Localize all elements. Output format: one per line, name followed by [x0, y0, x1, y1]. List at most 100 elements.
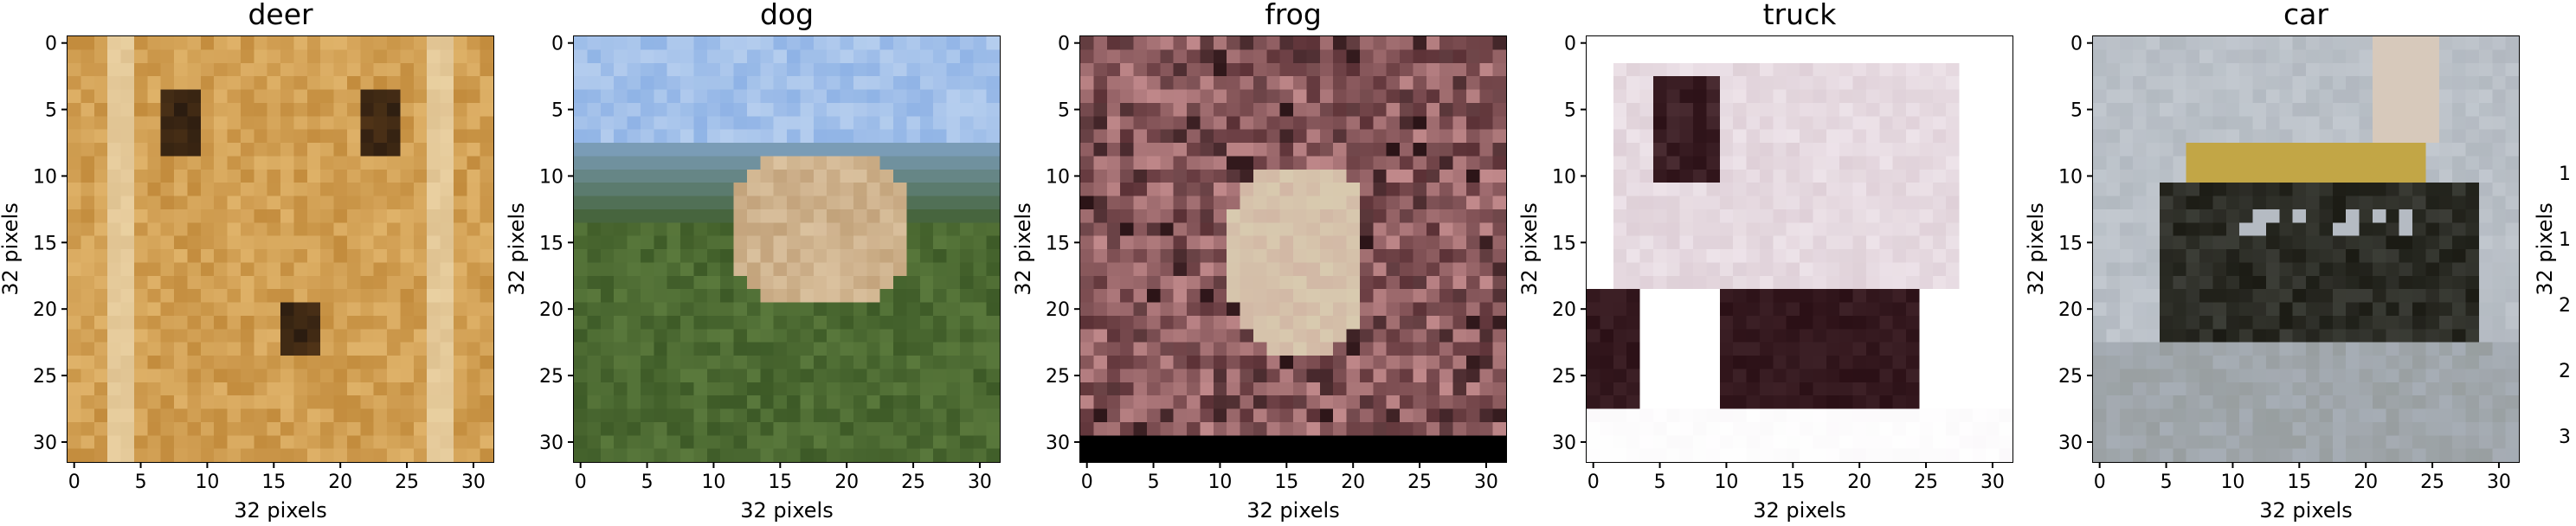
x-tick-label: 25 [1407, 471, 1432, 493]
x-tick-label: 15 [1781, 471, 1805, 493]
x-tick-label: 10 [1208, 471, 1232, 493]
y-tick-label: 20 [539, 299, 564, 321]
x-axis-label: 32 pixels [2259, 498, 2352, 523]
x-tick-label: 5 [2161, 471, 2173, 493]
y-tick-label: 30 [539, 433, 564, 454]
x-axis-label: 32 pixels [234, 498, 326, 523]
frog-image [1080, 36, 1506, 462]
y-tick-label: 20 [1552, 299, 1576, 321]
panel-title: dog [760, 0, 814, 31]
x-tick-label: 25 [901, 471, 925, 493]
deer-image [68, 36, 493, 462]
x-tick-label: 0 [68, 471, 80, 493]
clipped-next-panel-edge: 1 1 2 2 3 32 pixels [2533, 164, 2571, 448]
panel-title: deer [248, 0, 313, 31]
clipped-tick-label: 1 [2559, 164, 2571, 185]
x-tick-label: 25 [395, 471, 419, 493]
x-tick-label: 25 [1914, 471, 1938, 493]
y-tick-label: 0 [1058, 34, 1070, 55]
panel-title: car [2283, 0, 2328, 31]
truck-image [1587, 36, 2012, 462]
y-tick-label: 10 [1552, 166, 1576, 188]
y-axis-label: 32 pixels [1517, 202, 1542, 295]
y-tick-label: 15 [539, 233, 564, 254]
y-tick-label: 5 [2070, 100, 2083, 122]
dog-image [574, 36, 1000, 462]
x-tick-label: 25 [2420, 471, 2444, 493]
y-tick-label: 5 [45, 100, 57, 122]
x-tick-label: 20 [1847, 471, 1871, 493]
y-axis-label: 32 pixels [1011, 202, 1035, 295]
clipped-tick-label: 3 [2559, 427, 2571, 448]
y-tick-label: 30 [1046, 433, 1070, 454]
x-tick-label: 20 [328, 471, 352, 493]
x-tick-label: 15 [768, 471, 792, 493]
y-tick-label: 10 [539, 166, 564, 188]
x-tick-label: 0 [2094, 471, 2106, 493]
x-tick-label: 5 [1654, 471, 1666, 493]
y-tick-label: 25 [539, 366, 564, 388]
x-axis-label: 32 pixels [1246, 498, 1339, 523]
x-tick-label: 20 [1341, 471, 1365, 493]
y-tick-label: 25 [2058, 366, 2083, 388]
panel-deer: deer 0 0 5 5 10 10 15 15 20 20 25 25 30 30 32 pixels 32 … [0, 0, 494, 523]
x-tick-label: 30 [1474, 471, 1498, 493]
panel-frog: frog 0 0 5 5 10 10 15 15 20 20 25 25 30 30 32 pixels 32 … [1011, 0, 1507, 523]
y-tick-label: 25 [1046, 366, 1070, 388]
y-tick-label: 15 [1552, 233, 1576, 254]
x-axis-label: 32 pixels [740, 498, 833, 523]
y-tick-label: 0 [1564, 34, 1576, 55]
x-tick-label: 15 [261, 471, 286, 493]
x-tick-label: 30 [461, 471, 486, 493]
x-tick-label: 0 [575, 471, 587, 493]
x-tick-label: 15 [2287, 471, 2311, 493]
x-tick-label: 10 [1714, 471, 1738, 493]
panel-title: frog [1265, 0, 1322, 31]
x-axis-label: 32 pixels [1753, 498, 1845, 523]
y-tick-label: 10 [2058, 166, 2083, 188]
y-tick-label: 30 [2058, 433, 2083, 454]
y-tick-label: 10 [33, 166, 57, 188]
x-tick-label: 20 [2354, 471, 2378, 493]
x-tick-label: 30 [2487, 471, 2511, 493]
y-axis-label: 32 pixels [2024, 202, 2048, 295]
x-tick-label: 0 [1081, 471, 1093, 493]
panel-truck: truck 0 0 5 5 10 10 15 15 20 20 25 25 30 30 32 pixels 32… [1517, 0, 2013, 523]
y-tick-label: 5 [1564, 100, 1576, 122]
clipped-tick-label: 1 [2559, 229, 2571, 251]
x-tick-label: 15 [1274, 471, 1298, 493]
x-tick-label: 0 [1587, 471, 1600, 493]
y-tick-label: 5 [551, 100, 564, 122]
x-tick-label: 30 [968, 471, 992, 493]
clipped-y-axis-label: 32 pixels [2533, 202, 2557, 295]
x-tick-label: 10 [701, 471, 725, 493]
x-tick-label: 20 [834, 471, 859, 493]
y-axis-label: 32 pixels [0, 202, 23, 295]
car-image [2093, 36, 2519, 462]
panel-title: truck [1763, 0, 1838, 31]
x-tick-label: 5 [135, 471, 147, 493]
x-tick-label: 10 [2220, 471, 2244, 493]
y-tick-label: 0 [551, 34, 564, 55]
y-tick-label: 10 [1046, 166, 1070, 188]
y-tick-label: 25 [33, 366, 57, 388]
clipped-tick-label: 2 [2559, 295, 2571, 317]
y-tick-label: 15 [2058, 233, 2083, 254]
x-tick-label: 5 [1148, 471, 1160, 493]
y-tick-label: 30 [33, 433, 57, 454]
y-tick-label: 20 [1046, 299, 1070, 321]
y-tick-label: 25 [1552, 366, 1576, 388]
x-tick-label: 10 [195, 471, 219, 493]
y-axis-label: 32 pixels [505, 202, 529, 295]
y-tick-label: 0 [45, 34, 57, 55]
x-tick-label: 5 [641, 471, 654, 493]
clipped-tick-label: 2 [2559, 361, 2571, 382]
y-tick-label: 15 [33, 233, 57, 254]
y-tick-label: 5 [1058, 100, 1070, 122]
y-tick-label: 15 [1046, 233, 1070, 254]
x-tick-label: 30 [1980, 471, 2005, 493]
y-tick-label: 30 [1552, 433, 1576, 454]
y-tick-label: 0 [2070, 34, 2083, 55]
y-tick-label: 20 [2058, 299, 2083, 321]
y-tick-label: 20 [33, 299, 57, 321]
